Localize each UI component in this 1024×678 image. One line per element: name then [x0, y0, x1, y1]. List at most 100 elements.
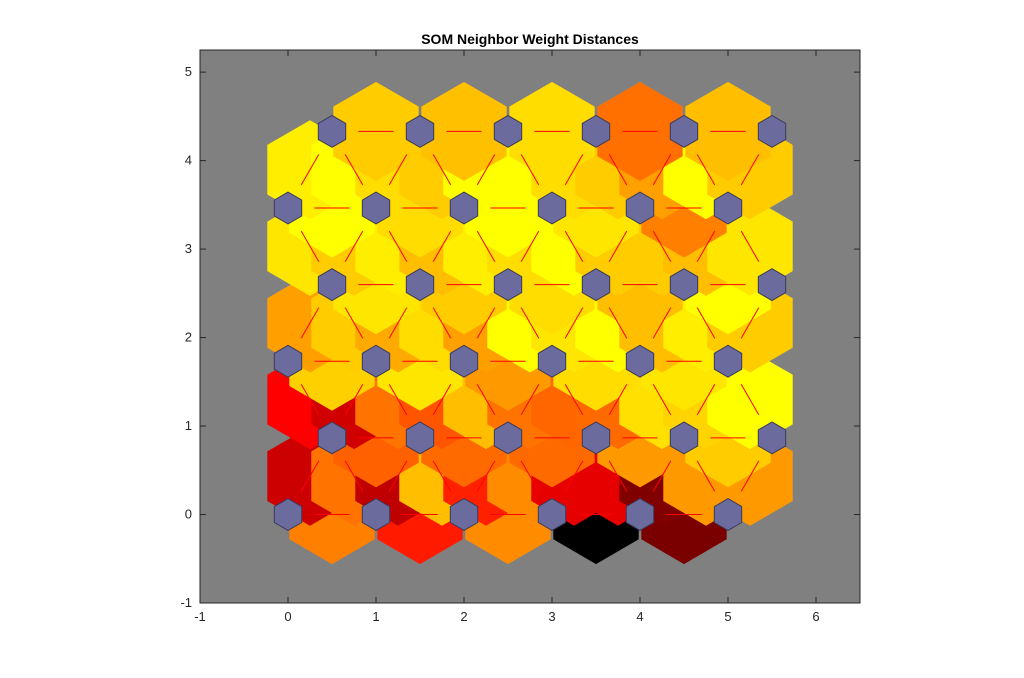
y-tick-label: 4	[185, 153, 192, 168]
connection-line-26	[564, 384, 584, 416]
x-tick-label: 0	[284, 609, 291, 624]
connection-line-42	[564, 307, 584, 339]
connection-line-61	[652, 230, 672, 262]
connection-line-62	[696, 230, 716, 262]
connection-line-20	[388, 384, 408, 416]
connection-line-17	[300, 384, 320, 416]
connection-line-44	[608, 307, 628, 339]
y-tick-label: 0	[185, 507, 192, 522]
x-tick-label: -1	[194, 609, 206, 624]
y-tick-label: 1	[185, 418, 192, 433]
y-tick-label: -1	[180, 595, 192, 610]
connection-line-63	[740, 230, 760, 262]
neuron-35	[757, 114, 787, 148]
connection-line-65	[300, 154, 320, 186]
neuron-0	[273, 498, 303, 531]
neuron-34	[669, 114, 699, 148]
y-tick-label: 5	[185, 64, 192, 79]
neuron-16	[625, 344, 655, 378]
connection-line-14	[696, 460, 716, 492]
connection-line-36	[388, 307, 408, 339]
neuron-11	[757, 421, 787, 455]
connection-line-10	[564, 460, 584, 492]
connection-line-52	[388, 230, 408, 262]
connection-line-24	[520, 384, 540, 416]
neuron-19	[405, 268, 435, 302]
connection-line-77	[652, 154, 672, 186]
connection-line-71	[476, 154, 496, 186]
neuron-13	[361, 344, 391, 378]
connection-line-38	[432, 307, 452, 339]
connection-line-70	[432, 154, 452, 186]
connection-line-1	[300, 460, 320, 492]
neuron-1	[361, 498, 391, 531]
connection-line-30	[696, 384, 716, 416]
connection-line-76	[608, 154, 628, 186]
connection-line-49	[300, 230, 320, 262]
neuron-5	[713, 498, 743, 531]
connection-line-78	[696, 154, 716, 186]
connection-line-4	[388, 460, 408, 492]
y-tick-label: 2	[185, 330, 192, 345]
connection-line-18	[344, 384, 364, 416]
neuron-27	[537, 191, 567, 225]
connection-line-79	[740, 154, 760, 186]
connection-line-46	[696, 307, 716, 339]
connection-line-33	[300, 307, 320, 339]
x-tick-label: 4	[636, 609, 643, 624]
neuron-4	[625, 498, 655, 531]
connection-line-73	[520, 154, 540, 186]
connection-line-21	[432, 384, 452, 416]
neuron-28	[625, 191, 655, 225]
neuron-10	[669, 421, 699, 455]
y-tick-label: 3	[185, 241, 192, 256]
connection-line-67	[344, 154, 364, 186]
connection-line-3	[344, 460, 364, 492]
neuron-21	[581, 268, 611, 302]
neuron-3	[537, 498, 567, 531]
connection-line-12	[608, 460, 628, 492]
connection-line-58	[564, 230, 584, 262]
connection-line-56	[520, 230, 540, 262]
x-tick-label: 2	[460, 609, 467, 624]
connection-line-55	[476, 230, 496, 262]
connection-line-47	[740, 307, 760, 339]
connection-line-6	[432, 460, 452, 492]
neuron-30	[317, 114, 347, 148]
connection-lines	[300, 130, 760, 515]
connection-line-35	[344, 307, 364, 339]
neuron-2	[449, 498, 479, 531]
neuron-17	[713, 344, 743, 378]
neuron-22	[669, 268, 699, 302]
neuron-25	[361, 191, 391, 225]
neuron-18	[317, 268, 347, 302]
x-tick-label: 3	[548, 609, 555, 624]
connection-line-29	[652, 384, 672, 416]
connection-line-53	[432, 230, 452, 262]
connection-line-31	[740, 384, 760, 416]
connection-line-50	[344, 230, 364, 262]
connection-line-15	[740, 460, 760, 492]
neuron-8	[493, 421, 523, 455]
connection-line-39	[476, 307, 496, 339]
neuron-26	[449, 191, 479, 225]
connection-line-59	[608, 230, 628, 262]
x-tick-label: 1	[372, 609, 379, 624]
connection-line-13	[652, 460, 672, 492]
connection-line-74	[564, 154, 584, 186]
connection-line-45	[652, 307, 672, 339]
x-tick-label: 5	[724, 609, 731, 624]
connection-line-23	[476, 384, 496, 416]
neuron-20	[493, 268, 523, 302]
neuron-15	[537, 344, 567, 378]
x-tick-label: 6	[812, 609, 819, 624]
neuron-7	[405, 421, 435, 455]
connection-line-68	[388, 154, 408, 186]
neuron-29	[713, 191, 743, 225]
neuron-33	[581, 114, 611, 148]
neuron-12	[273, 344, 303, 378]
connection-line-27	[608, 384, 628, 416]
chart-title: SOM Neighbor Weight Distances	[421, 31, 639, 47]
neuron-9	[581, 421, 611, 455]
